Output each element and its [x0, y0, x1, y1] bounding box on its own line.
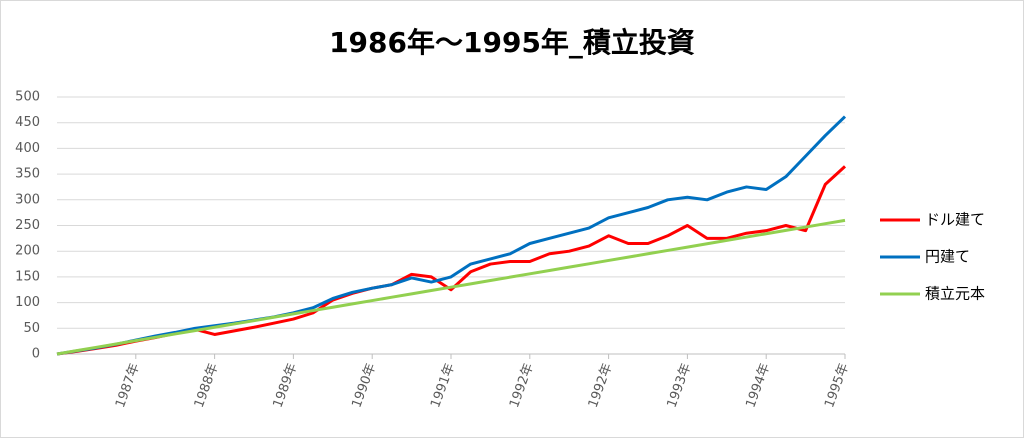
series-line	[56, 218, 846, 356]
y-tick-label: 500	[15, 90, 40, 105]
y-tick-label: 350	[15, 167, 40, 182]
legend-label: ドル建て	[925, 211, 985, 229]
y-tick-label: 300	[15, 192, 40, 207]
y-tick-label: 100	[15, 295, 40, 310]
y-tick-label: 400	[15, 141, 40, 156]
y-tick-label: 450	[15, 115, 40, 130]
chart-title: 1986年～1995年_積立投資	[329, 26, 695, 59]
y-tick-label: 250	[15, 218, 40, 233]
legend-label: 円建て	[925, 248, 970, 266]
y-tick-label: 0	[32, 347, 40, 362]
legend-label: 積立元本	[925, 285, 985, 303]
y-tick-label: 150	[15, 269, 40, 284]
series-line	[56, 115, 847, 356]
y-tick-label: 50	[23, 321, 40, 336]
y-tick-label: 200	[15, 244, 40, 259]
